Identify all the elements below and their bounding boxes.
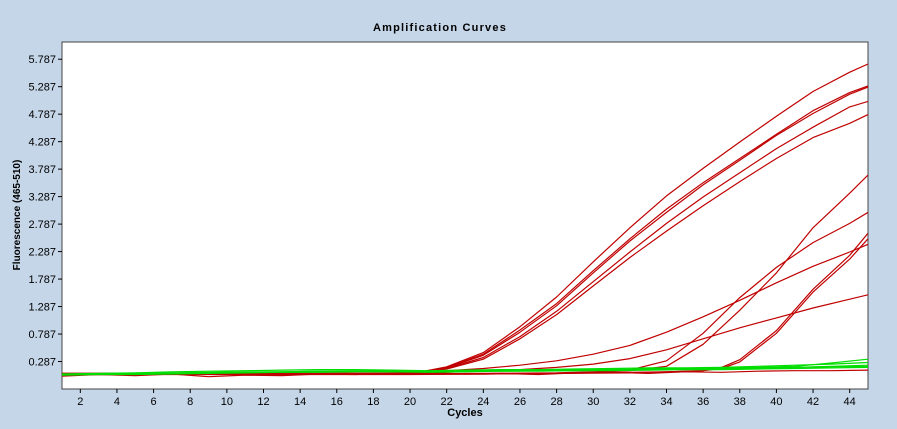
x-tick-label: 32 (624, 396, 636, 408)
series-line-17 (62, 365, 868, 376)
x-tick-label: 34 (660, 396, 672, 408)
y-tick-label: 1.287 (28, 302, 56, 314)
series-line-5 (62, 114, 868, 375)
x-tick-label: 10 (221, 396, 233, 408)
x-tick-label: 20 (404, 396, 416, 408)
x-tick-label: 2 (77, 396, 83, 408)
plot-series-area (62, 63, 868, 378)
x-tick-label: 4 (114, 396, 120, 408)
x-tick-label: 30 (587, 396, 599, 408)
series-line-3 (62, 63, 868, 376)
series-line-14 (62, 361, 868, 375)
x-tick-label: 42 (807, 396, 819, 408)
y-tick-label: 4.787 (28, 109, 56, 121)
x-tick-label: 36 (697, 396, 709, 408)
x-axis: 2 4 6 8 10 12 14 16 18 20 22 24 26 28 30 32 34 36 38 40 42 44 (77, 389, 856, 408)
y-tick-label: 3.787 (28, 164, 56, 176)
series-line-2 (62, 86, 868, 374)
y-tick-label: 0.287 (28, 357, 56, 369)
x-tick-label: 16 (331, 396, 343, 408)
series-layer (62, 63, 868, 378)
x-tick-label: 12 (257, 396, 269, 408)
x-tick-label: 28 (550, 396, 562, 408)
x-tick-label: 24 (477, 396, 489, 408)
x-tick-label: 6 (151, 396, 157, 408)
y-tick-label: 0.787 (28, 329, 56, 341)
x-tick-label: 14 (294, 396, 306, 408)
x-tick-label: 40 (770, 396, 782, 408)
x-tick-label: 38 (734, 396, 746, 408)
x-tick-label: 18 (367, 396, 379, 408)
chart-title: Amplification Curves (373, 22, 507, 34)
y-axis: 0.287 0.787 1.287 1.787 2.287 2.787 3.287 3.787… (28, 54, 62, 369)
plot-area (61, 41, 869, 390)
y-tick-label: 1.787 (28, 274, 56, 286)
y-tick-label: 4.287 (28, 137, 56, 149)
series-line-4 (62, 100, 868, 375)
x-tick-label: 26 (514, 396, 526, 408)
y-tick-label: 2.287 (28, 247, 56, 259)
y-tick-label: 5.287 (28, 82, 56, 94)
y-tick-label: 2.787 (28, 219, 56, 231)
x-tick-label: 8 (187, 396, 193, 408)
x-axis-label: Cycles (447, 407, 482, 419)
y-tick-label: 5.787 (28, 54, 56, 66)
x-tick-label: 22 (441, 396, 453, 408)
x-tick-label: 44 (844, 396, 856, 408)
series-line-1 (62, 85, 868, 375)
y-axis-label: Fluorescence (465-510) (12, 160, 23, 271)
series-line-12 (62, 369, 868, 378)
y-tick-label: 3.287 (28, 192, 56, 204)
